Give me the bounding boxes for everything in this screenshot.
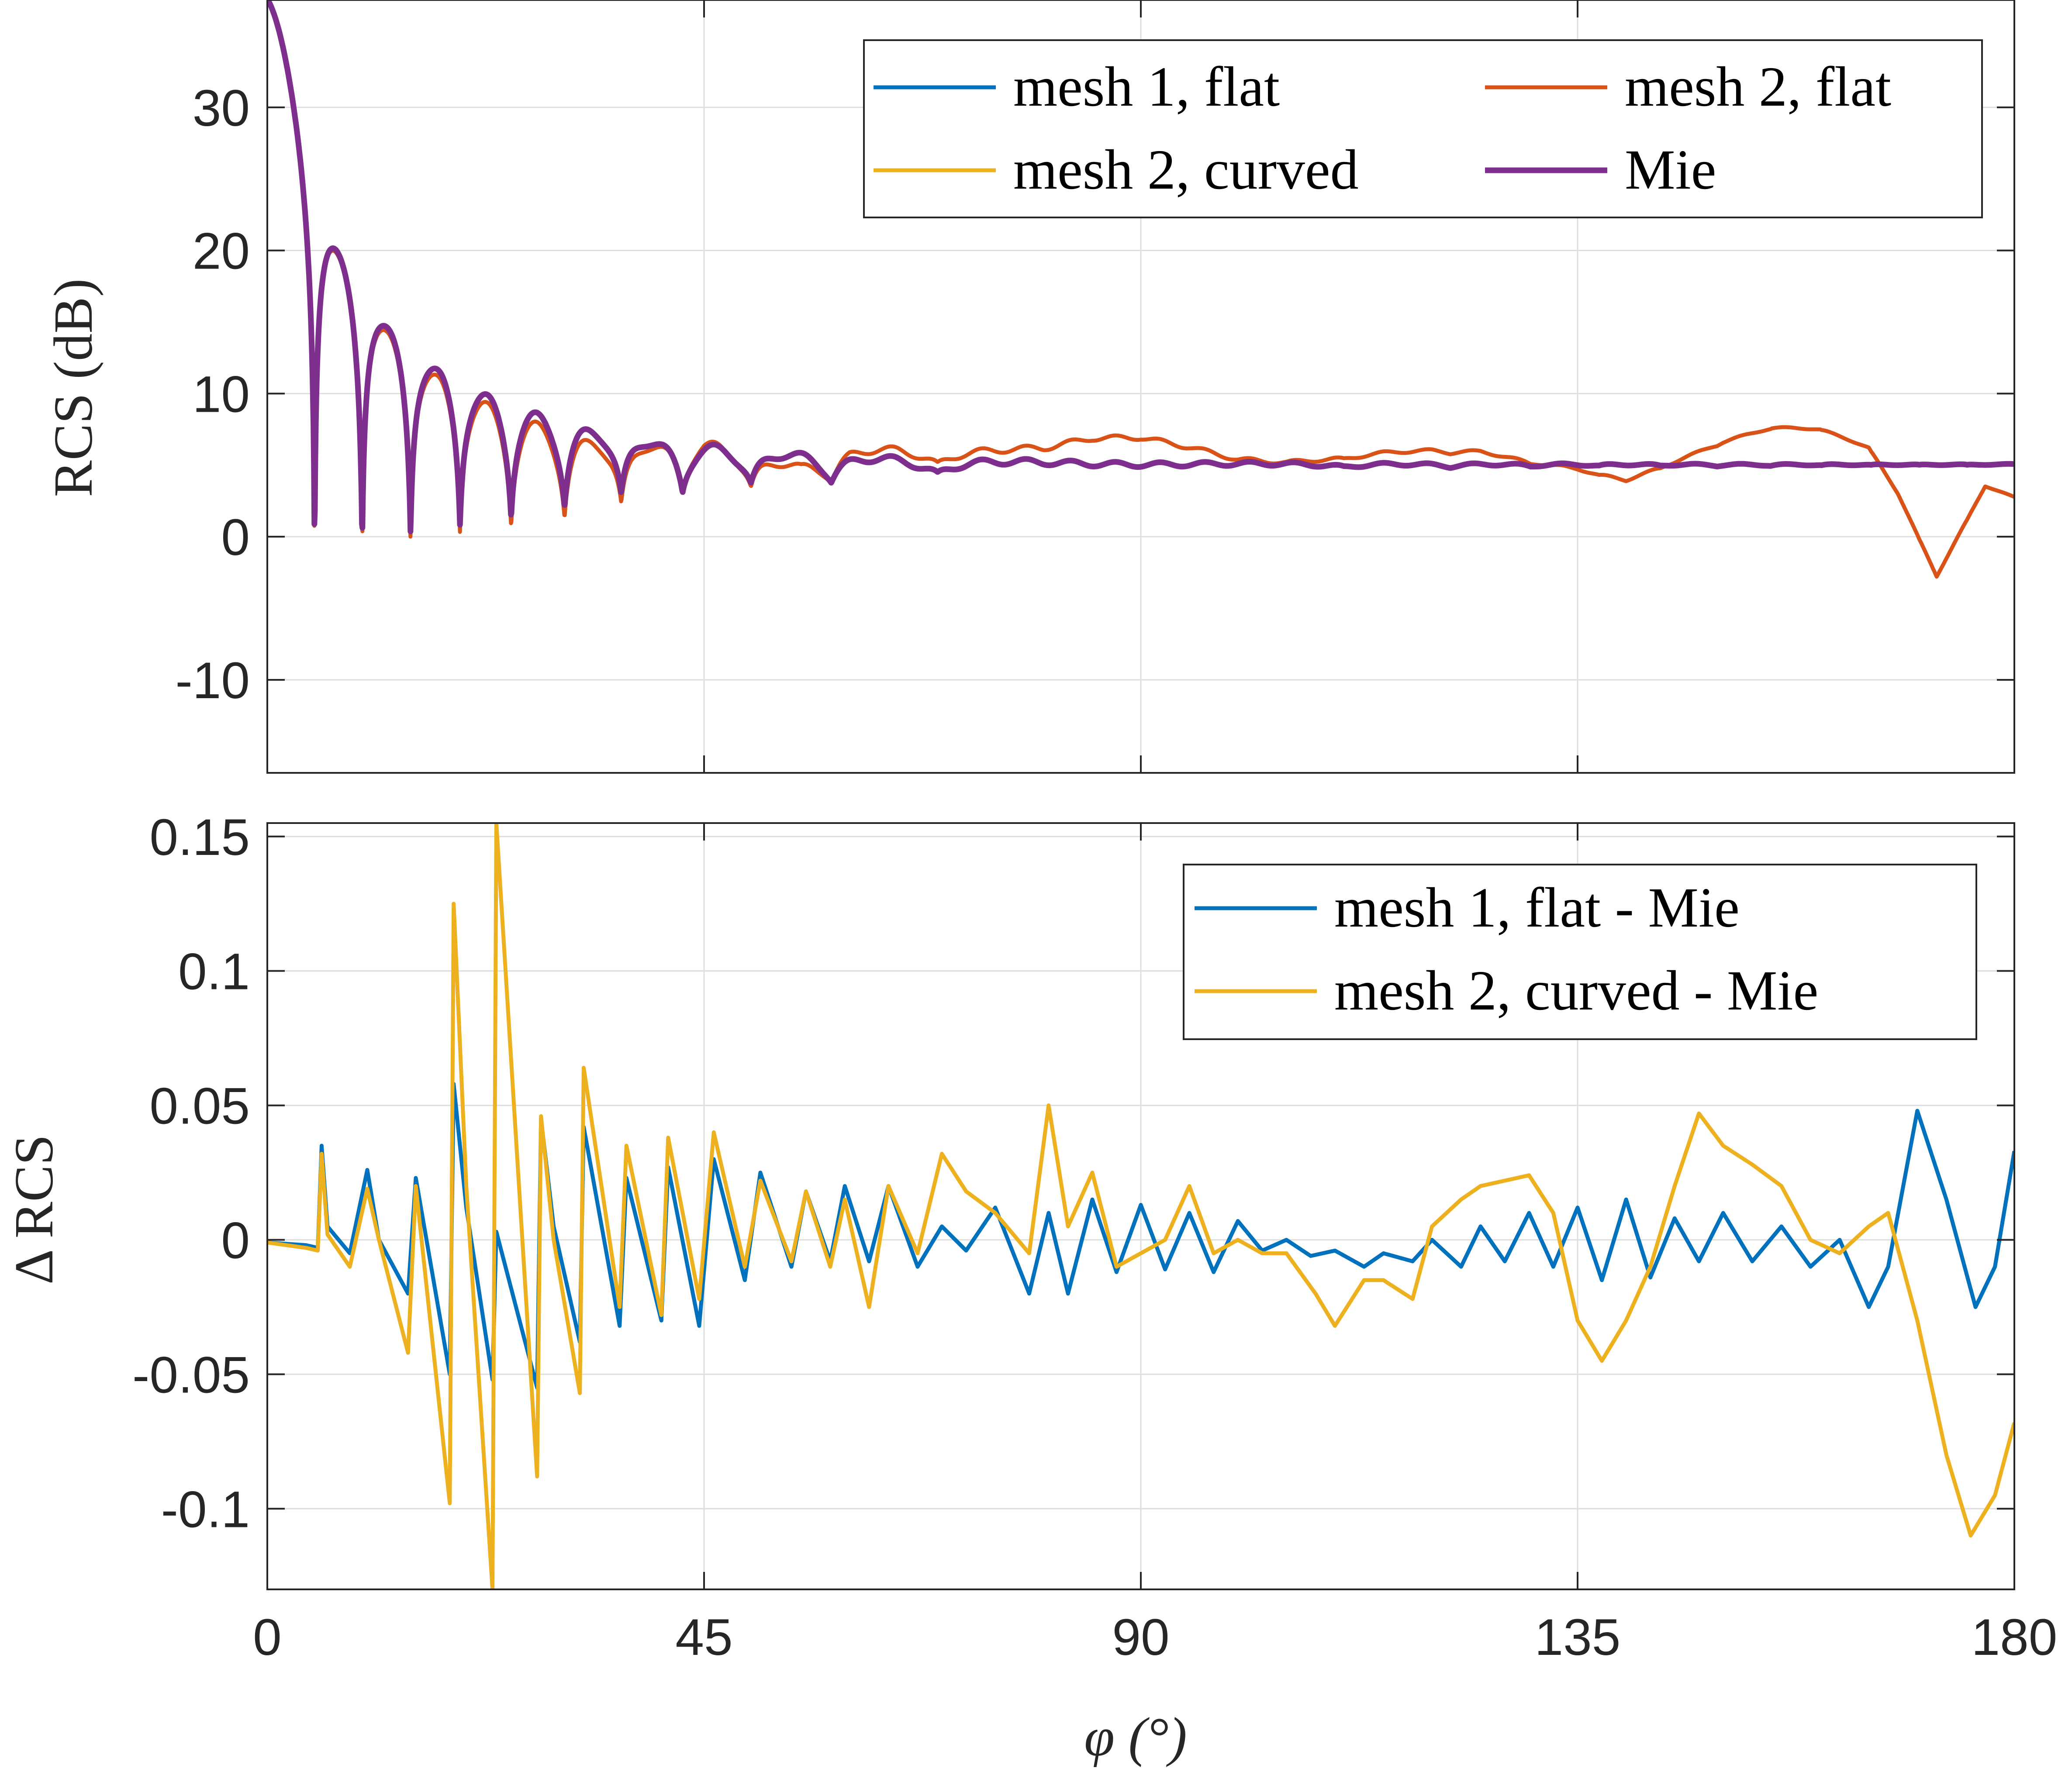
legend-box [1183, 864, 1977, 1040]
legend-label: Mie [1625, 138, 1716, 201]
legend-label: mesh 2, curved [1013, 138, 1359, 201]
x-tick-label: 135 [1535, 1609, 1621, 1666]
y-tick-label: 20 [193, 223, 250, 280]
series-line-mesh-2-curved-mie [267, 823, 2014, 1589]
y-tick-label: -0.05 [132, 1346, 250, 1404]
x-tick-label: 0 [253, 1609, 282, 1666]
y-tick-label: 0.1 [178, 943, 250, 1001]
legend-label: mesh 2, curved - Mie [1334, 959, 1818, 1022]
y-tick-label: 0 [221, 509, 250, 566]
top-series-lines [267, 0, 2014, 579]
legend-label: mesh 1, flat [1013, 55, 1280, 118]
legend-label: mesh 1, flat - Mie [1334, 876, 1740, 939]
y-tick-label: 10 [193, 365, 250, 423]
y-tick-label: 0.15 [149, 809, 250, 866]
series-line-mie [267, 0, 2014, 534]
bottom-legend: mesh 1, flat - Mie mesh 2, curved - Mie [1183, 864, 1977, 1040]
top-legend: mesh 1, flat mesh 2, flat mesh 2, curved Mi… [863, 39, 1983, 218]
y-tick-label: 0.05 [149, 1078, 250, 1135]
y-tick-label: -0.1 [161, 1481, 250, 1538]
x-tick-label: 180 [1972, 1609, 2058, 1666]
y-tick-label: 30 [193, 79, 250, 137]
legend-box [863, 39, 1983, 218]
bottom-ticks: -0.1 -0.05 0 0.05 0.1 0.15 0 45 90 135 180 [132, 809, 2057, 1666]
y-tick-label: -10 [175, 652, 250, 710]
x-tick-label: 45 [675, 1609, 732, 1666]
legend-label: mesh 2, flat [1625, 55, 1891, 118]
y-tick-label: 0 [221, 1212, 250, 1269]
top-ticks: -10 0 10 20 30 [175, 0, 2015, 773]
x-tick-label: 90 [1112, 1609, 1169, 1666]
top-y-axis-label: RCS (dB) [43, 279, 104, 497]
bottom-series-lines [267, 823, 2014, 1589]
x-axis-label: φ (°) [1084, 1707, 1187, 1768]
bottom-y-axis-label: Δ RCS [4, 1134, 65, 1285]
